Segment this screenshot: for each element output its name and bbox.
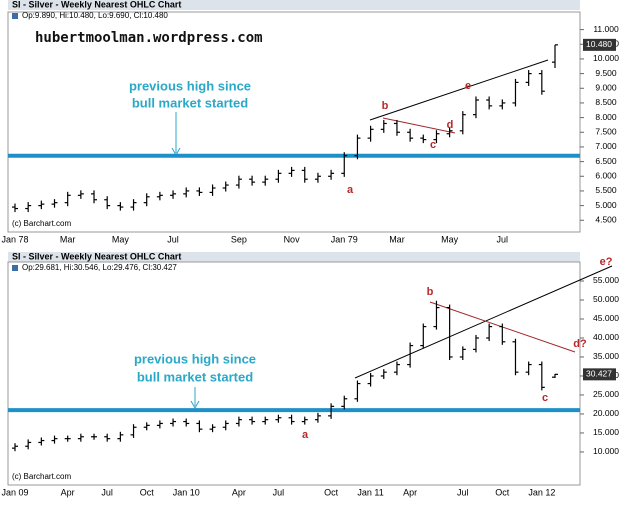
annotation: bull market started — [132, 95, 248, 110]
x-tick-label: Jul — [167, 234, 179, 244]
y-tick-label: 8.500 — [595, 97, 617, 107]
y-tick-label: 20.000 — [593, 408, 619, 418]
x-tick-label: Jan 10 — [173, 487, 200, 497]
y-tick-label: 6.000 — [595, 171, 617, 181]
annotation: previous high since — [129, 78, 251, 93]
x-tick-label: Jul — [497, 234, 509, 244]
x-tick-label: Jan 09 — [1, 487, 28, 497]
trend-line — [369, 59, 549, 121]
x-tick-label: May — [441, 234, 459, 244]
x-tick-label: Jan 79 — [331, 234, 358, 244]
x-tick-label: Mar — [60, 234, 76, 244]
x-tick-label: Apr — [232, 487, 246, 497]
x-tick-label: Jan 12 — [528, 487, 555, 497]
last-price-label: 30.427 — [586, 369, 612, 379]
chart-title: SI - Silver - Weekly Nearest OHLC Chart — [12, 0, 181, 9]
x-tick-label: Jul — [101, 487, 113, 497]
credit: (c) Barchart.com — [12, 472, 71, 481]
annotation: previous high since — [134, 351, 256, 366]
x-tick-label: Jul — [273, 487, 285, 497]
y-tick-label: 7.500 — [595, 127, 617, 137]
annotation: d — [447, 119, 454, 131]
y-tick-label: 10.000 — [593, 53, 619, 63]
annotation: b — [382, 100, 389, 112]
x-tick-label: Sep — [231, 234, 247, 244]
y-tick-label: 40.000 — [593, 332, 619, 342]
y-tick-label: 9.500 — [595, 68, 617, 78]
annotation: d? — [573, 338, 587, 350]
y-tick-label: 5.500 — [595, 185, 617, 195]
title-bar — [8, 0, 580, 10]
annotation: e — [465, 80, 471, 92]
y-tick-label: 10.000 — [593, 446, 619, 456]
x-tick-label: Apr — [403, 487, 417, 497]
x-tick-label: Oct — [140, 487, 155, 497]
y-tick-label: 6.500 — [595, 156, 617, 166]
y-tick-label: 4.500 — [595, 215, 617, 225]
trend-line — [354, 265, 613, 379]
y-tick-label: 9.000 — [595, 83, 617, 93]
x-tick-label: May — [112, 234, 130, 244]
annotation: c — [430, 139, 436, 151]
info-icon — [12, 265, 18, 271]
ohlc-info: Op:29.681, Hi:30.546, Lo:29.476, Cl:30.4… — [22, 263, 177, 272]
y-tick-label: 15.000 — [593, 427, 619, 437]
y-tick-label: 50.000 — [593, 294, 619, 304]
x-tick-label: Nov — [284, 234, 301, 244]
x-tick-label: Jul — [457, 487, 469, 497]
trend-line — [382, 117, 456, 134]
x-tick-label: Mar — [389, 234, 405, 244]
title-bar — [8, 252, 580, 262]
annotation: e? — [600, 256, 613, 268]
info-icon — [12, 13, 18, 19]
x-tick-label: Apr — [61, 487, 75, 497]
last-price-box — [583, 38, 616, 51]
y-tick-label: 11.000 — [593, 24, 619, 34]
annotation: hubertmoolman.wordpress.com — [35, 30, 263, 46]
x-tick-label: Oct — [324, 487, 339, 497]
annotation: a — [347, 184, 354, 196]
y-tick-label: 45.000 — [593, 313, 619, 323]
ohlc-info: Op:9.890, Hi:10.480, Lo:9.690, Cl:10.480 — [22, 11, 168, 20]
y-tick-label: 25.000 — [593, 389, 619, 399]
x-tick-label: Jan 78 — [1, 234, 28, 244]
y-tick-label: 5.000 — [595, 200, 617, 210]
annotation: b — [427, 286, 434, 298]
annotation: c — [542, 392, 548, 404]
credit: (c) Barchart.com — [12, 219, 71, 228]
last-price-box — [583, 368, 616, 381]
arrow-head — [190, 400, 200, 410]
plot-frame — [7, 261, 581, 486]
y-tick-label: 7.000 — [595, 141, 617, 151]
y-tick-label: 35.000 — [593, 351, 619, 361]
x-tick-label: Jan 11 — [357, 487, 383, 497]
x-tick-label: Oct — [495, 487, 510, 497]
plot-frame — [7, 11, 581, 233]
y-tick-label: 55.000 — [593, 275, 619, 285]
y-tick-label: 8.000 — [595, 112, 617, 122]
last-price-label: 10.480 — [586, 39, 612, 49]
annotation: a — [302, 429, 309, 441]
annotation: bull market started — [137, 369, 253, 384]
chart-title: SI - Silver - Weekly Nearest OHLC Chart — [12, 251, 181, 261]
